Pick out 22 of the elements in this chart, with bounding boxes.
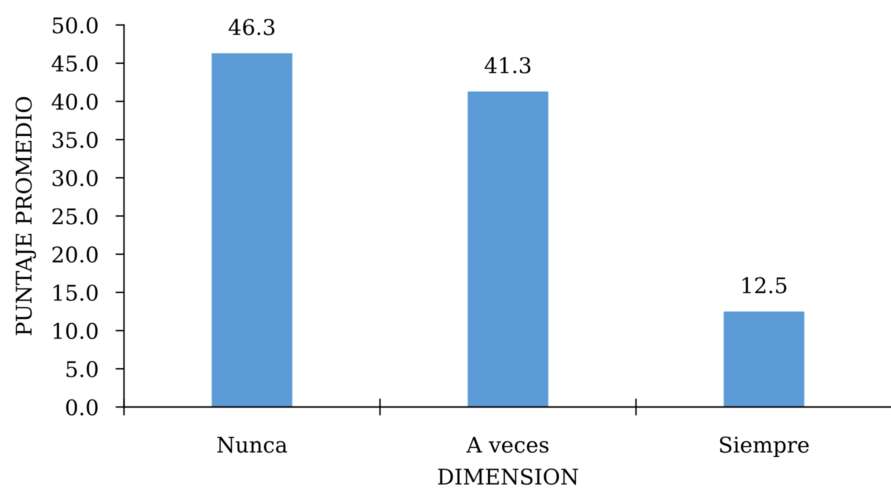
y-tick-label: 25.0	[52, 208, 98, 224]
y-tick-label: 20.0	[52, 246, 98, 263]
x-tick-label: Siempre	[720, 436, 809, 457]
data-label: 12.5	[742, 277, 786, 294]
y-tick-label: 0.0	[66, 399, 98, 416]
y-tick-label: 15.0	[54, 284, 98, 301]
y-tick-label: 35.0	[52, 132, 98, 148]
y-tick-label: 5.0	[66, 361, 98, 378]
y-tick-label: 45.0	[52, 55, 98, 72]
x-axis-title: DIMENSION	[438, 468, 578, 485]
x-tick-label: A veces	[466, 436, 548, 453]
y-tick-label: 30.0	[52, 170, 98, 186]
data-label: 41.3	[484, 57, 530, 74]
y-tick-label: 40.0	[52, 94, 98, 110]
bar	[212, 53, 292, 407]
bar	[468, 91, 548, 407]
y-tick-label: 50.0	[52, 17, 98, 34]
data-label: 46.3	[228, 18, 274, 36]
x-tick-label: Nunca	[217, 436, 288, 453]
y-tick-label: 10.0	[54, 322, 98, 340]
bar	[724, 312, 804, 407]
y-axis-title: PUNTAJE PROMEDIO	[16, 96, 36, 336]
